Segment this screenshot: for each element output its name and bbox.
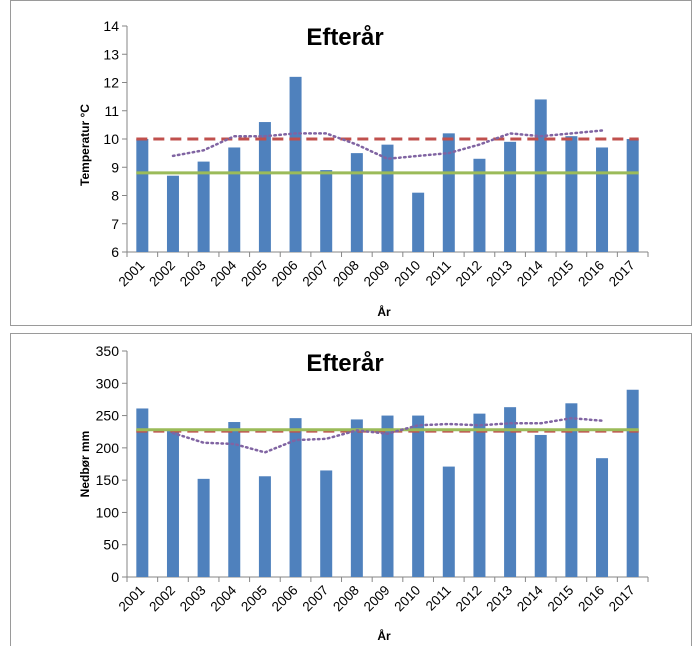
y-tick-label: 300: [96, 375, 120, 391]
bar: [473, 158, 486, 252]
x-tick-label: 2017: [606, 258, 638, 290]
precipitation-chart-panel: Efterår Nedbør mm År 0 50 100 150 200 250 300 3…: [10, 333, 692, 646]
y-tick-label: 100: [96, 504, 120, 520]
moving-average-line: [171, 129, 604, 161]
y-tick-label: 250: [96, 408, 120, 424]
chart-title: Efterår: [306, 350, 383, 377]
bar: [197, 161, 210, 252]
bar: [504, 407, 517, 577]
bar: [565, 136, 578, 252]
y-tick-label: 9: [111, 159, 119, 175]
x-tick-label: 2002: [146, 258, 178, 290]
x-tick-label: 2003: [177, 258, 209, 290]
y-tick-label: 10: [103, 131, 119, 147]
x-tick-label: 2009: [361, 258, 393, 290]
y-tick-label: 200: [96, 440, 120, 456]
bar: [228, 147, 241, 252]
x-tick-label: 2012: [453, 258, 485, 290]
x-tick-label: 2010: [391, 583, 423, 615]
y-tick-label: 8: [111, 188, 119, 204]
x-tick-label: 2015: [545, 583, 577, 615]
bar: [534, 434, 547, 577]
y-tick-label: 350: [96, 343, 120, 359]
x-tick-label: 2013: [483, 583, 515, 615]
bar: [626, 389, 639, 577]
bar: [320, 170, 333, 252]
bar: [412, 192, 425, 252]
x-tick-label: 2004: [208, 582, 240, 614]
x-tick-label: 2003: [177, 583, 209, 615]
precipitation-chart: Efterår Nedbør mm År 0 50 100 150 200 250 300 3…: [78, 343, 649, 643]
x-tick-label: 2014: [514, 257, 546, 289]
y-tick-label: 12: [103, 75, 119, 91]
x-tick-label: 2008: [330, 583, 362, 615]
x-tick-label: 2007: [299, 258, 331, 290]
bar: [442, 133, 455, 252]
x-tick-label: 2006: [269, 258, 301, 290]
x-tick-label: 2017: [606, 583, 638, 615]
x-tick-label: 2005: [238, 258, 270, 290]
x-tick-label: 2002: [146, 583, 178, 615]
bar: [136, 139, 149, 252]
y-tick-label: 14: [103, 18, 119, 34]
bar: [166, 431, 179, 577]
bar: [626, 139, 639, 252]
bar: [136, 408, 149, 577]
temperature-chart-panel: Efterår Temperatur °C År 6 7 8 9 10 11 12 13 14 2…: [10, 0, 692, 326]
bar: [197, 478, 210, 577]
x-tick-label: 2010: [391, 258, 423, 290]
x-tick-label: 2013: [483, 258, 515, 290]
x-tick-label: 2008: [330, 258, 362, 290]
bar: [166, 175, 179, 252]
bar: [381, 144, 394, 252]
bar: [258, 122, 271, 252]
y-tick-label: 6: [111, 244, 119, 260]
x-tick-label: 2016: [575, 258, 607, 290]
bar: [596, 458, 609, 577]
x-tick-label: 2007: [299, 583, 331, 615]
x-tick-label: 2016: [575, 583, 607, 615]
bar: [473, 413, 486, 577]
bar: [289, 418, 302, 577]
y-tick-label: 11: [104, 103, 119, 119]
x-tick-label: 2009: [361, 583, 393, 615]
bar: [228, 422, 241, 577]
bar: [350, 419, 363, 577]
temperature-chart: Efterår Temperatur °C År 6 7 8 9 10 11 12 13 14 2…: [78, 18, 649, 319]
chart-title: Efterår: [306, 24, 383, 51]
x-axis-label: År: [377, 304, 391, 319]
bar: [504, 141, 517, 252]
y-tick-label: 7: [111, 216, 119, 232]
x-tick-label: 2004: [208, 257, 240, 289]
x-tick-label: 2011: [423, 258, 454, 289]
x-tick-label: 2001: [116, 583, 148, 615]
bar: [412, 415, 425, 577]
x-tick-label: 2014: [514, 582, 546, 614]
y-axis-label: Temperatur °C: [78, 104, 92, 186]
x-tick-label: 2011: [423, 583, 454, 614]
bar: [596, 147, 609, 252]
bar: [565, 403, 578, 577]
y-tick-label: 13: [103, 46, 119, 62]
y-axis-label: Nedbør mm: [78, 431, 92, 498]
y-tick-label: 0: [111, 569, 119, 585]
moving-average-line: [171, 416, 604, 454]
bar: [534, 99, 547, 252]
bar: [289, 76, 302, 252]
x-tick-label: 2015: [545, 258, 577, 290]
bar: [320, 470, 333, 577]
x-tick-label: 2006: [269, 583, 301, 615]
bar: [350, 153, 363, 252]
y-tick-label: 50: [103, 537, 119, 553]
x-tick-label: 2001: [116, 258, 148, 290]
x-axis-label: År: [377, 628, 391, 643]
x-tick-label: 2012: [453, 583, 485, 615]
y-tick-label: 150: [96, 472, 120, 488]
x-tick-label: 2005: [238, 583, 270, 615]
bar: [381, 415, 394, 577]
bar: [442, 466, 455, 577]
bar: [258, 476, 271, 577]
